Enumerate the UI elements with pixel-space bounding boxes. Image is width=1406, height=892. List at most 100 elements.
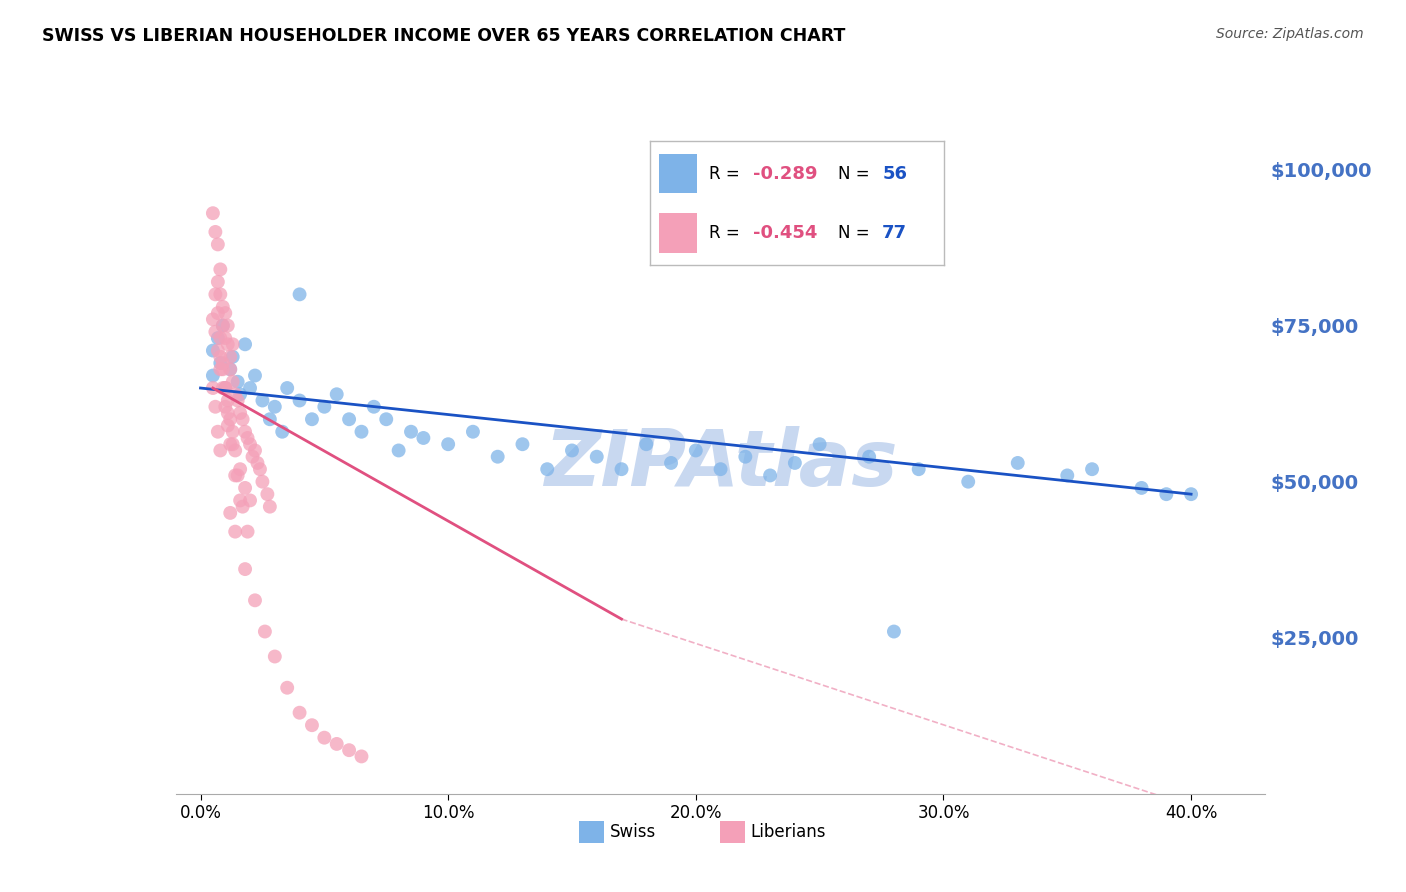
Point xyxy=(211,300,233,314)
Text: N =: N = xyxy=(838,164,875,183)
Point xyxy=(204,325,226,339)
Point xyxy=(233,337,256,351)
Point xyxy=(219,362,242,376)
Point xyxy=(217,337,239,351)
Point xyxy=(207,343,229,358)
Point xyxy=(325,737,347,751)
Point xyxy=(512,437,534,451)
Point xyxy=(1130,481,1153,495)
Text: -0.454: -0.454 xyxy=(752,224,817,242)
Point xyxy=(242,450,264,464)
Point xyxy=(207,306,229,320)
Point xyxy=(209,443,232,458)
Point xyxy=(209,356,232,370)
Point xyxy=(276,381,298,395)
Point xyxy=(461,425,484,439)
Point xyxy=(685,443,707,458)
Point xyxy=(201,206,224,220)
Point xyxy=(222,375,245,389)
Point xyxy=(561,443,583,458)
Point xyxy=(437,437,460,451)
Point xyxy=(217,418,239,433)
Point xyxy=(219,506,242,520)
Point xyxy=(219,362,242,376)
Point xyxy=(350,425,373,439)
Point xyxy=(412,431,434,445)
Point xyxy=(263,649,285,664)
Point xyxy=(243,443,266,458)
Point xyxy=(209,262,232,277)
Point xyxy=(276,681,298,695)
Text: Swiss: Swiss xyxy=(610,823,657,841)
Point xyxy=(1081,462,1104,476)
Point xyxy=(222,350,245,364)
Point xyxy=(224,468,246,483)
Point xyxy=(957,475,980,489)
Text: N =: N = xyxy=(838,224,875,242)
Point xyxy=(229,406,252,420)
Point xyxy=(239,437,262,451)
Point xyxy=(350,749,373,764)
Point xyxy=(259,500,281,514)
Point xyxy=(363,400,385,414)
Bar xyxy=(658,153,697,194)
Point xyxy=(211,356,233,370)
Point xyxy=(207,331,229,345)
Point xyxy=(1056,468,1078,483)
Point xyxy=(217,406,239,420)
Point xyxy=(224,524,246,539)
Point xyxy=(226,393,249,408)
Point xyxy=(253,624,276,639)
Point xyxy=(314,731,336,745)
Point xyxy=(301,412,323,426)
Point xyxy=(211,318,233,333)
Text: SWISS VS LIBERIAN HOUSEHOLDER INCOME OVER 65 YEARS CORRELATION CHART: SWISS VS LIBERIAN HOUSEHOLDER INCOME OVE… xyxy=(42,27,845,45)
Point xyxy=(229,462,252,476)
Point xyxy=(1156,487,1178,501)
Point xyxy=(209,362,232,376)
Point xyxy=(243,593,266,607)
Point xyxy=(224,443,246,458)
Point xyxy=(610,462,633,476)
Point xyxy=(233,562,256,576)
Point xyxy=(204,287,226,301)
Point xyxy=(236,431,259,445)
Point xyxy=(214,400,236,414)
Point xyxy=(233,481,256,495)
Point xyxy=(222,425,245,439)
Text: 77: 77 xyxy=(882,224,907,242)
Point xyxy=(301,718,323,732)
Point xyxy=(883,624,905,639)
Point xyxy=(217,318,239,333)
Point xyxy=(259,412,281,426)
Point xyxy=(211,381,233,395)
Point xyxy=(243,368,266,383)
Point xyxy=(636,437,658,451)
Point xyxy=(783,456,806,470)
Point xyxy=(375,412,398,426)
Point xyxy=(233,425,256,439)
Text: R =: R = xyxy=(709,164,745,183)
Point xyxy=(399,425,422,439)
Point xyxy=(808,437,831,451)
Text: -0.289: -0.289 xyxy=(752,164,817,183)
Point xyxy=(858,450,880,464)
Point xyxy=(214,381,236,395)
Point xyxy=(252,393,274,408)
Point xyxy=(252,475,274,489)
Point xyxy=(232,500,254,514)
Point xyxy=(209,331,232,345)
Bar xyxy=(658,213,697,252)
Point xyxy=(224,387,246,401)
Point xyxy=(207,425,229,439)
Point xyxy=(201,343,224,358)
Point xyxy=(201,368,224,383)
Point xyxy=(288,393,311,408)
Point xyxy=(207,275,229,289)
Point xyxy=(536,462,558,476)
Point xyxy=(209,287,232,301)
Point xyxy=(214,381,236,395)
Point xyxy=(207,237,229,252)
Point xyxy=(388,443,411,458)
Point xyxy=(219,412,242,426)
